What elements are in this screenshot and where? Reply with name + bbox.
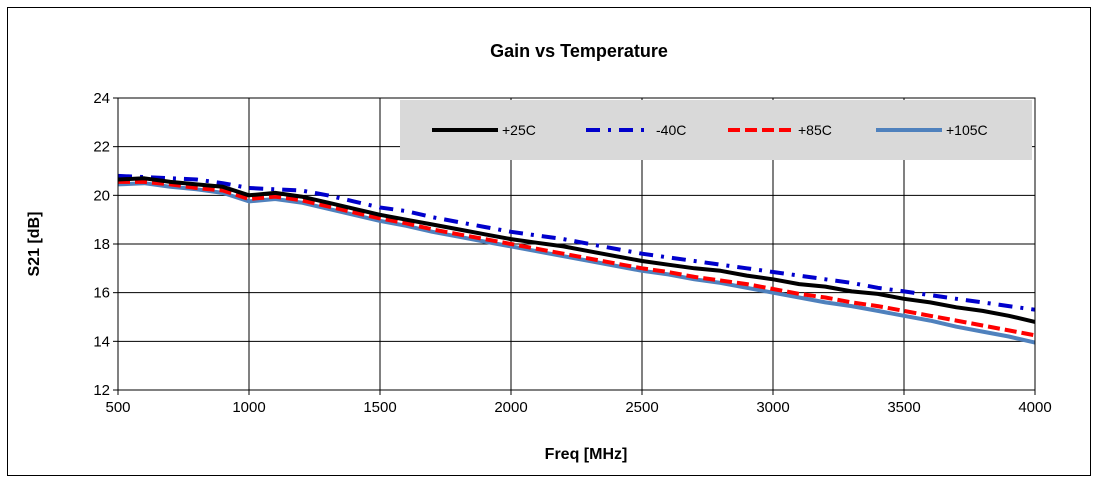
series-line-85C xyxy=(118,179,1036,338)
y-tick-label: 16 xyxy=(93,285,110,302)
legend: +25C -40C +85C +105C xyxy=(400,100,1032,160)
legend-label: -40C xyxy=(656,122,686,138)
series-lines xyxy=(117,173,1036,345)
x-tick-label: 2000 xyxy=(494,399,527,416)
chart-frame: Gain vs Temperature S21 [dB] Freq [MHz] … xyxy=(7,7,1091,476)
x-tick-label: 3000 xyxy=(756,399,789,416)
x-tick-label: 4000 xyxy=(1018,399,1051,416)
y-tick-label: 12 xyxy=(93,382,110,399)
y-tick-label: 22 xyxy=(93,139,110,156)
y-tick-label: 14 xyxy=(93,333,110,350)
series-line-40C xyxy=(117,173,1036,312)
x-axis-label: Freq [MHz] xyxy=(545,446,628,463)
legend-label: +105C xyxy=(946,122,988,138)
x-tick-label: 500 xyxy=(105,399,130,416)
x-tick-label: 1000 xyxy=(232,399,265,416)
legend-label: +85C xyxy=(798,122,832,138)
x-tick-label: 3500 xyxy=(887,399,920,416)
x-tick-label: 1500 xyxy=(363,399,396,416)
y-tick-label: 24 xyxy=(93,90,110,107)
legend-label: +25C xyxy=(502,122,536,138)
chart-title: Gain vs Temperature xyxy=(490,41,668,61)
gain-vs-temperature-chart: Gain vs Temperature S21 [dB] Freq [MHz] … xyxy=(26,41,1052,463)
series-line-25C xyxy=(117,176,1036,324)
x-tick-label: 2500 xyxy=(625,399,658,416)
y-axis-label: S21 [dB] xyxy=(26,212,43,277)
y-tick-label: 20 xyxy=(93,187,110,204)
tick-labels: 500 1000 1500 2000 2500 3000 3500 4000 12 14 16 18 2… xyxy=(93,90,1051,416)
plot-area-border xyxy=(117,97,1036,391)
series-line-105C xyxy=(117,181,1036,345)
y-tick-label: 18 xyxy=(93,236,110,253)
